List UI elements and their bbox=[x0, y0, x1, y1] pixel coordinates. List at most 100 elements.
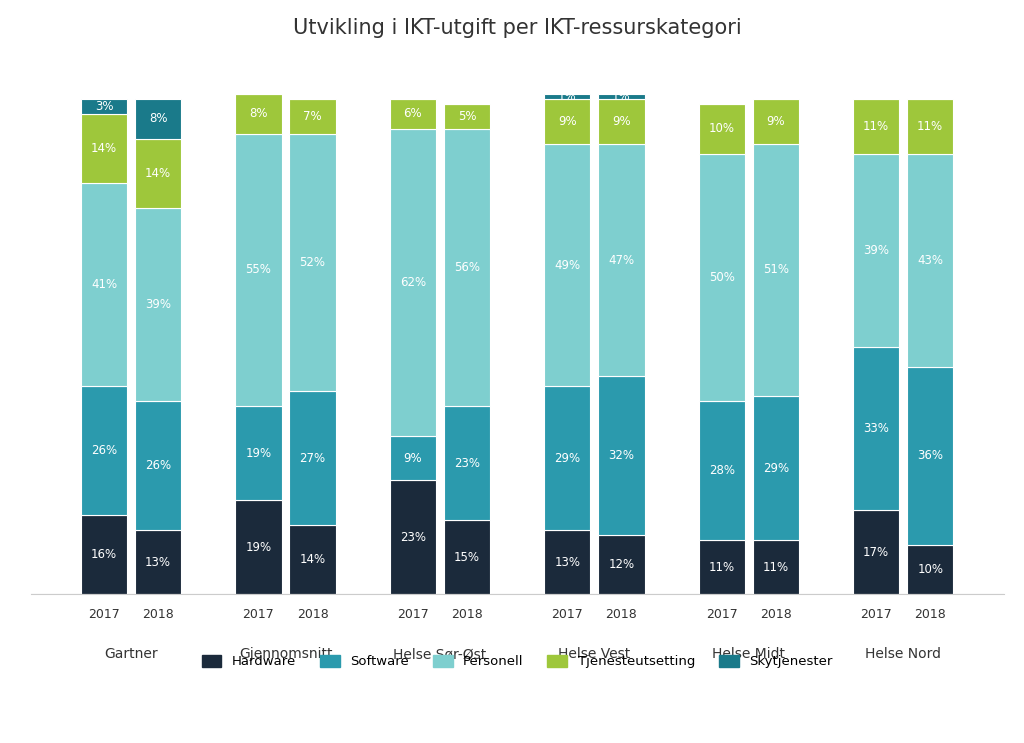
Text: 62%: 62% bbox=[399, 276, 426, 289]
Bar bbox=[907, 545, 953, 594]
Bar bbox=[290, 525, 336, 594]
Bar bbox=[753, 99, 799, 143]
Text: 47%: 47% bbox=[608, 253, 635, 267]
Bar bbox=[390, 481, 436, 594]
Text: 12%: 12% bbox=[608, 558, 635, 571]
Text: Gjennomsnitt: Gjennomsnitt bbox=[239, 647, 332, 661]
Bar bbox=[907, 99, 953, 154]
Bar bbox=[598, 377, 644, 535]
Bar bbox=[698, 154, 744, 401]
Text: 11%: 11% bbox=[709, 561, 735, 574]
Text: 23%: 23% bbox=[400, 531, 426, 544]
Text: 11%: 11% bbox=[763, 561, 788, 574]
Text: 9%: 9% bbox=[403, 452, 422, 464]
Bar bbox=[753, 143, 799, 396]
Text: 51%: 51% bbox=[763, 264, 788, 276]
Text: Helse Nord: Helse Nord bbox=[865, 647, 941, 661]
Bar bbox=[390, 436, 436, 481]
Bar bbox=[753, 540, 799, 594]
Text: 41%: 41% bbox=[91, 279, 117, 291]
Text: 11%: 11% bbox=[918, 120, 943, 133]
Text: 39%: 39% bbox=[145, 298, 171, 311]
Text: 8%: 8% bbox=[249, 108, 267, 120]
Text: 26%: 26% bbox=[145, 459, 171, 472]
Text: 15%: 15% bbox=[454, 551, 480, 564]
Bar bbox=[81, 184, 127, 386]
Text: 11%: 11% bbox=[863, 120, 889, 133]
Text: 29%: 29% bbox=[554, 452, 581, 464]
Bar bbox=[443, 406, 490, 520]
Text: 32%: 32% bbox=[608, 450, 634, 462]
Text: 13%: 13% bbox=[554, 556, 581, 568]
Text: 49%: 49% bbox=[554, 259, 581, 271]
Bar bbox=[544, 99, 591, 143]
Bar bbox=[443, 104, 490, 129]
Bar bbox=[598, 94, 644, 99]
Bar bbox=[853, 154, 899, 347]
Text: 39%: 39% bbox=[863, 244, 889, 256]
Text: Gartner: Gartner bbox=[104, 647, 158, 661]
Text: 29%: 29% bbox=[763, 461, 788, 475]
Text: 10%: 10% bbox=[918, 563, 943, 576]
Title: Utvikling i IKT-utgift per IKT-ressurskategori: Utvikling i IKT-utgift per IKT-ressurska… bbox=[293, 19, 741, 39]
Bar bbox=[598, 99, 644, 143]
Bar bbox=[135, 208, 181, 401]
Text: 9%: 9% bbox=[558, 115, 577, 128]
Text: 7%: 7% bbox=[303, 110, 322, 123]
Text: Helse Sør-Øst: Helse Sør-Øst bbox=[393, 647, 486, 661]
Bar bbox=[544, 386, 591, 530]
Text: 55%: 55% bbox=[246, 264, 271, 276]
Bar bbox=[81, 386, 127, 515]
Text: 1%: 1% bbox=[612, 90, 631, 103]
Text: 28%: 28% bbox=[709, 464, 734, 477]
Text: 8%: 8% bbox=[148, 112, 167, 126]
Text: 17%: 17% bbox=[863, 546, 889, 559]
Text: Helse Midt: Helse Midt bbox=[713, 647, 785, 661]
Text: 10%: 10% bbox=[709, 123, 734, 135]
Text: 9%: 9% bbox=[766, 115, 785, 128]
Bar bbox=[236, 94, 282, 134]
Bar bbox=[81, 114, 127, 184]
Text: 5%: 5% bbox=[458, 110, 476, 123]
Text: 50%: 50% bbox=[709, 271, 734, 284]
Bar bbox=[598, 143, 644, 377]
Text: 14%: 14% bbox=[145, 167, 171, 180]
Bar bbox=[443, 520, 490, 594]
Legend: Hardware, Software, Personell, Tjenesteutsetting, Skytjenester: Hardware, Software, Personell, Tjenesteu… bbox=[197, 649, 838, 673]
Bar bbox=[544, 143, 591, 386]
Bar bbox=[81, 99, 127, 114]
Text: Helse Vest: Helse Vest bbox=[558, 647, 631, 661]
Bar bbox=[290, 99, 336, 134]
Bar bbox=[135, 401, 181, 530]
Text: 27%: 27% bbox=[299, 452, 326, 464]
Bar bbox=[544, 94, 591, 99]
Bar bbox=[236, 406, 282, 500]
Text: 26%: 26% bbox=[91, 444, 117, 457]
Bar bbox=[390, 99, 436, 129]
Text: 36%: 36% bbox=[918, 450, 943, 462]
Bar bbox=[290, 392, 336, 525]
Text: 16%: 16% bbox=[91, 548, 117, 561]
Bar bbox=[390, 129, 436, 436]
Bar bbox=[907, 366, 953, 545]
Bar bbox=[698, 540, 744, 594]
Text: 9%: 9% bbox=[612, 115, 631, 128]
Text: 43%: 43% bbox=[918, 253, 943, 267]
Bar bbox=[81, 515, 127, 594]
Text: 19%: 19% bbox=[246, 447, 271, 460]
Text: 1%: 1% bbox=[558, 90, 577, 103]
Text: 13%: 13% bbox=[145, 556, 171, 568]
Bar bbox=[698, 104, 744, 154]
Bar bbox=[135, 530, 181, 594]
Text: 14%: 14% bbox=[91, 142, 117, 155]
Bar bbox=[853, 510, 899, 594]
Bar bbox=[853, 347, 899, 510]
Bar bbox=[290, 134, 336, 392]
Text: 23%: 23% bbox=[454, 457, 480, 470]
Bar bbox=[698, 401, 744, 540]
Text: 19%: 19% bbox=[246, 541, 271, 554]
Text: 3%: 3% bbox=[95, 100, 114, 113]
Text: 56%: 56% bbox=[454, 261, 480, 274]
Bar bbox=[135, 139, 181, 208]
Bar bbox=[443, 129, 490, 406]
